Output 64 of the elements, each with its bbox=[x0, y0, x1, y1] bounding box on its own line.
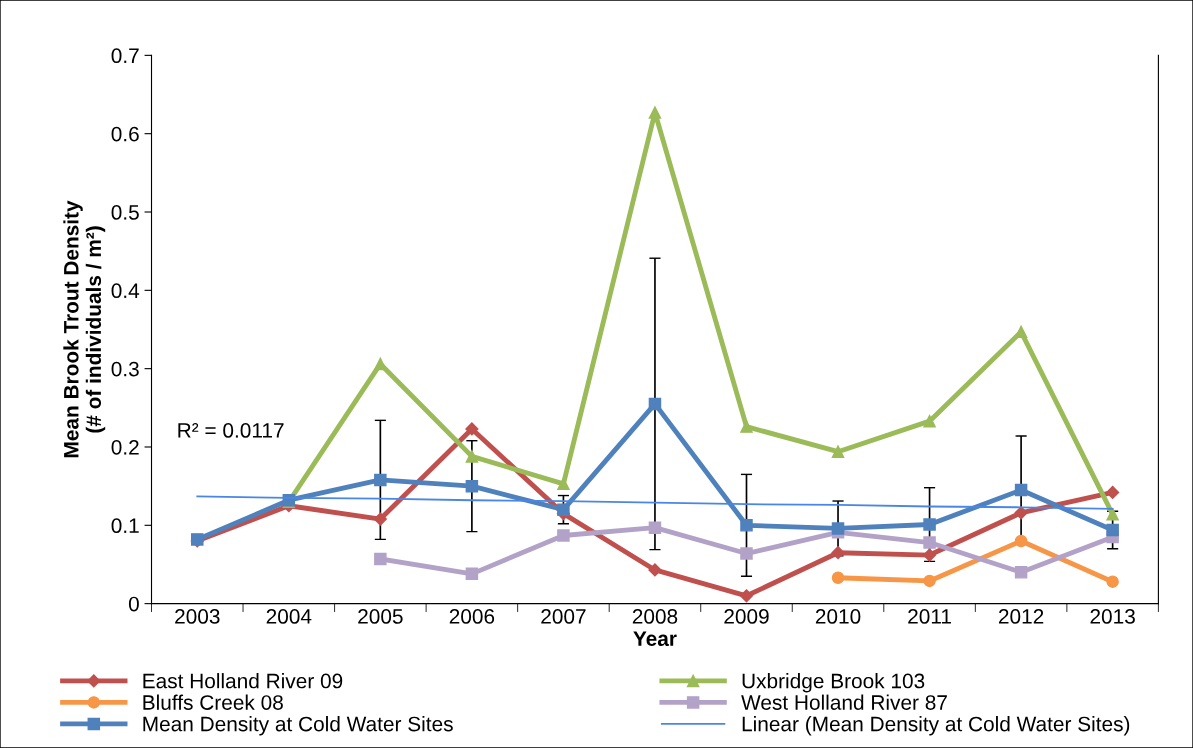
point bbox=[831, 522, 845, 535]
x-tick-label: 2012 bbox=[998, 609, 1044, 624]
y-tick-label: 0.3 bbox=[111, 361, 139, 377]
point bbox=[831, 445, 845, 458]
point bbox=[831, 571, 845, 585]
point bbox=[1106, 523, 1119, 537]
point bbox=[374, 357, 387, 371]
legend-label: Bluffs Creek 08 bbox=[143, 694, 283, 710]
x-tick-label: 2005 bbox=[358, 609, 403, 624]
y-tick-label: 0.7 bbox=[111, 48, 139, 64]
point bbox=[465, 422, 479, 436]
point bbox=[923, 414, 936, 428]
y-tick-label: 0.5 bbox=[111, 205, 139, 220]
point bbox=[648, 521, 662, 534]
point bbox=[740, 519, 753, 532]
x-tick-label: 2009 bbox=[724, 609, 769, 624]
legend-label: Linear (Mean Density at Cold Water Sites) bbox=[742, 716, 1130, 736]
y-tick-label: 0 bbox=[128, 596, 139, 612]
x-tick-label: 2004 bbox=[266, 609, 312, 624]
x-tick-label: 2011 bbox=[908, 609, 951, 624]
y-tick-label: 0.1 bbox=[111, 518, 139, 534]
point bbox=[465, 450, 479, 463]
y-tick-label: 0.4 bbox=[111, 283, 140, 299]
annotation: R² = 0.0117 bbox=[178, 423, 284, 438]
point bbox=[923, 574, 936, 588]
point bbox=[740, 420, 753, 433]
point bbox=[648, 563, 662, 577]
point bbox=[923, 536, 936, 549]
y-tick-label: 0.6 bbox=[111, 126, 139, 142]
x-tick-label: 2013 bbox=[1090, 609, 1135, 624]
point bbox=[1014, 534, 1028, 548]
y-axis-title: Mean Brook Trout Density (# of individuals / m²) bbox=[63, 200, 106, 458]
x-tick-label: 2007 bbox=[541, 609, 586, 624]
legend-label: West Holland River 87 bbox=[741, 694, 947, 710]
y-tick-label: 0.2 bbox=[111, 439, 139, 455]
point bbox=[373, 512, 387, 526]
point bbox=[922, 548, 937, 562]
legend-label: Mean Density at Cold Water Sites bbox=[143, 716, 453, 736]
point bbox=[1014, 483, 1028, 497]
point bbox=[465, 479, 479, 493]
legend-label: Uxbridge Brook 103 bbox=[742, 673, 925, 693]
point bbox=[1106, 508, 1119, 521]
x-tick-label: 2006 bbox=[449, 609, 495, 624]
point bbox=[1014, 506, 1028, 520]
point bbox=[740, 547, 753, 560]
x-axis-title: Year bbox=[633, 631, 677, 646]
point bbox=[557, 503, 570, 516]
point bbox=[739, 589, 754, 603]
legend-label: East Holland River 09 bbox=[143, 673, 343, 689]
point bbox=[1014, 566, 1028, 579]
x-tick-label: 2008 bbox=[632, 609, 678, 624]
point bbox=[557, 529, 570, 542]
point bbox=[374, 473, 387, 487]
x-tick-label: 2003 bbox=[175, 609, 220, 624]
x-tick-label: 2010 bbox=[815, 609, 861, 624]
point bbox=[374, 552, 387, 566]
point bbox=[557, 477, 570, 491]
point bbox=[465, 567, 479, 581]
point bbox=[831, 546, 845, 560]
point bbox=[648, 397, 662, 411]
point bbox=[648, 106, 662, 119]
point bbox=[1106, 575, 1119, 588]
point bbox=[1106, 485, 1120, 500]
point bbox=[923, 518, 936, 531]
